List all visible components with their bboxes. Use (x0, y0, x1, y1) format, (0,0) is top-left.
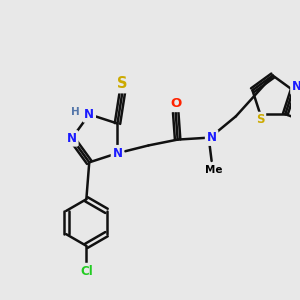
Text: Me: Me (205, 165, 222, 175)
Text: N: N (67, 132, 77, 145)
Text: N: N (292, 80, 300, 93)
Text: S: S (117, 76, 128, 91)
Text: N: N (112, 147, 122, 160)
Text: N: N (84, 108, 94, 121)
Text: Cl: Cl (80, 265, 93, 278)
Text: N: N (207, 131, 217, 144)
Text: S: S (256, 113, 265, 127)
Text: O: O (170, 97, 181, 110)
Text: H: H (71, 107, 80, 117)
